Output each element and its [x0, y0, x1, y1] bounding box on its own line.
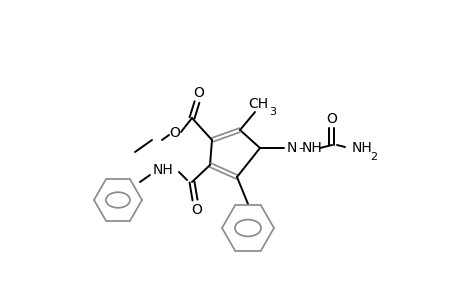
Text: NH: NH	[152, 163, 173, 177]
Text: 2: 2	[369, 152, 376, 162]
Text: O: O	[169, 126, 180, 140]
Text: CH: CH	[247, 97, 268, 111]
Text: O: O	[191, 203, 202, 217]
Text: O: O	[326, 112, 337, 126]
Text: –: –	[297, 143, 303, 153]
Text: O: O	[193, 86, 204, 100]
Text: N: N	[286, 141, 297, 155]
Text: NH: NH	[301, 141, 322, 155]
Text: NH: NH	[351, 141, 372, 155]
Text: 3: 3	[269, 107, 275, 117]
